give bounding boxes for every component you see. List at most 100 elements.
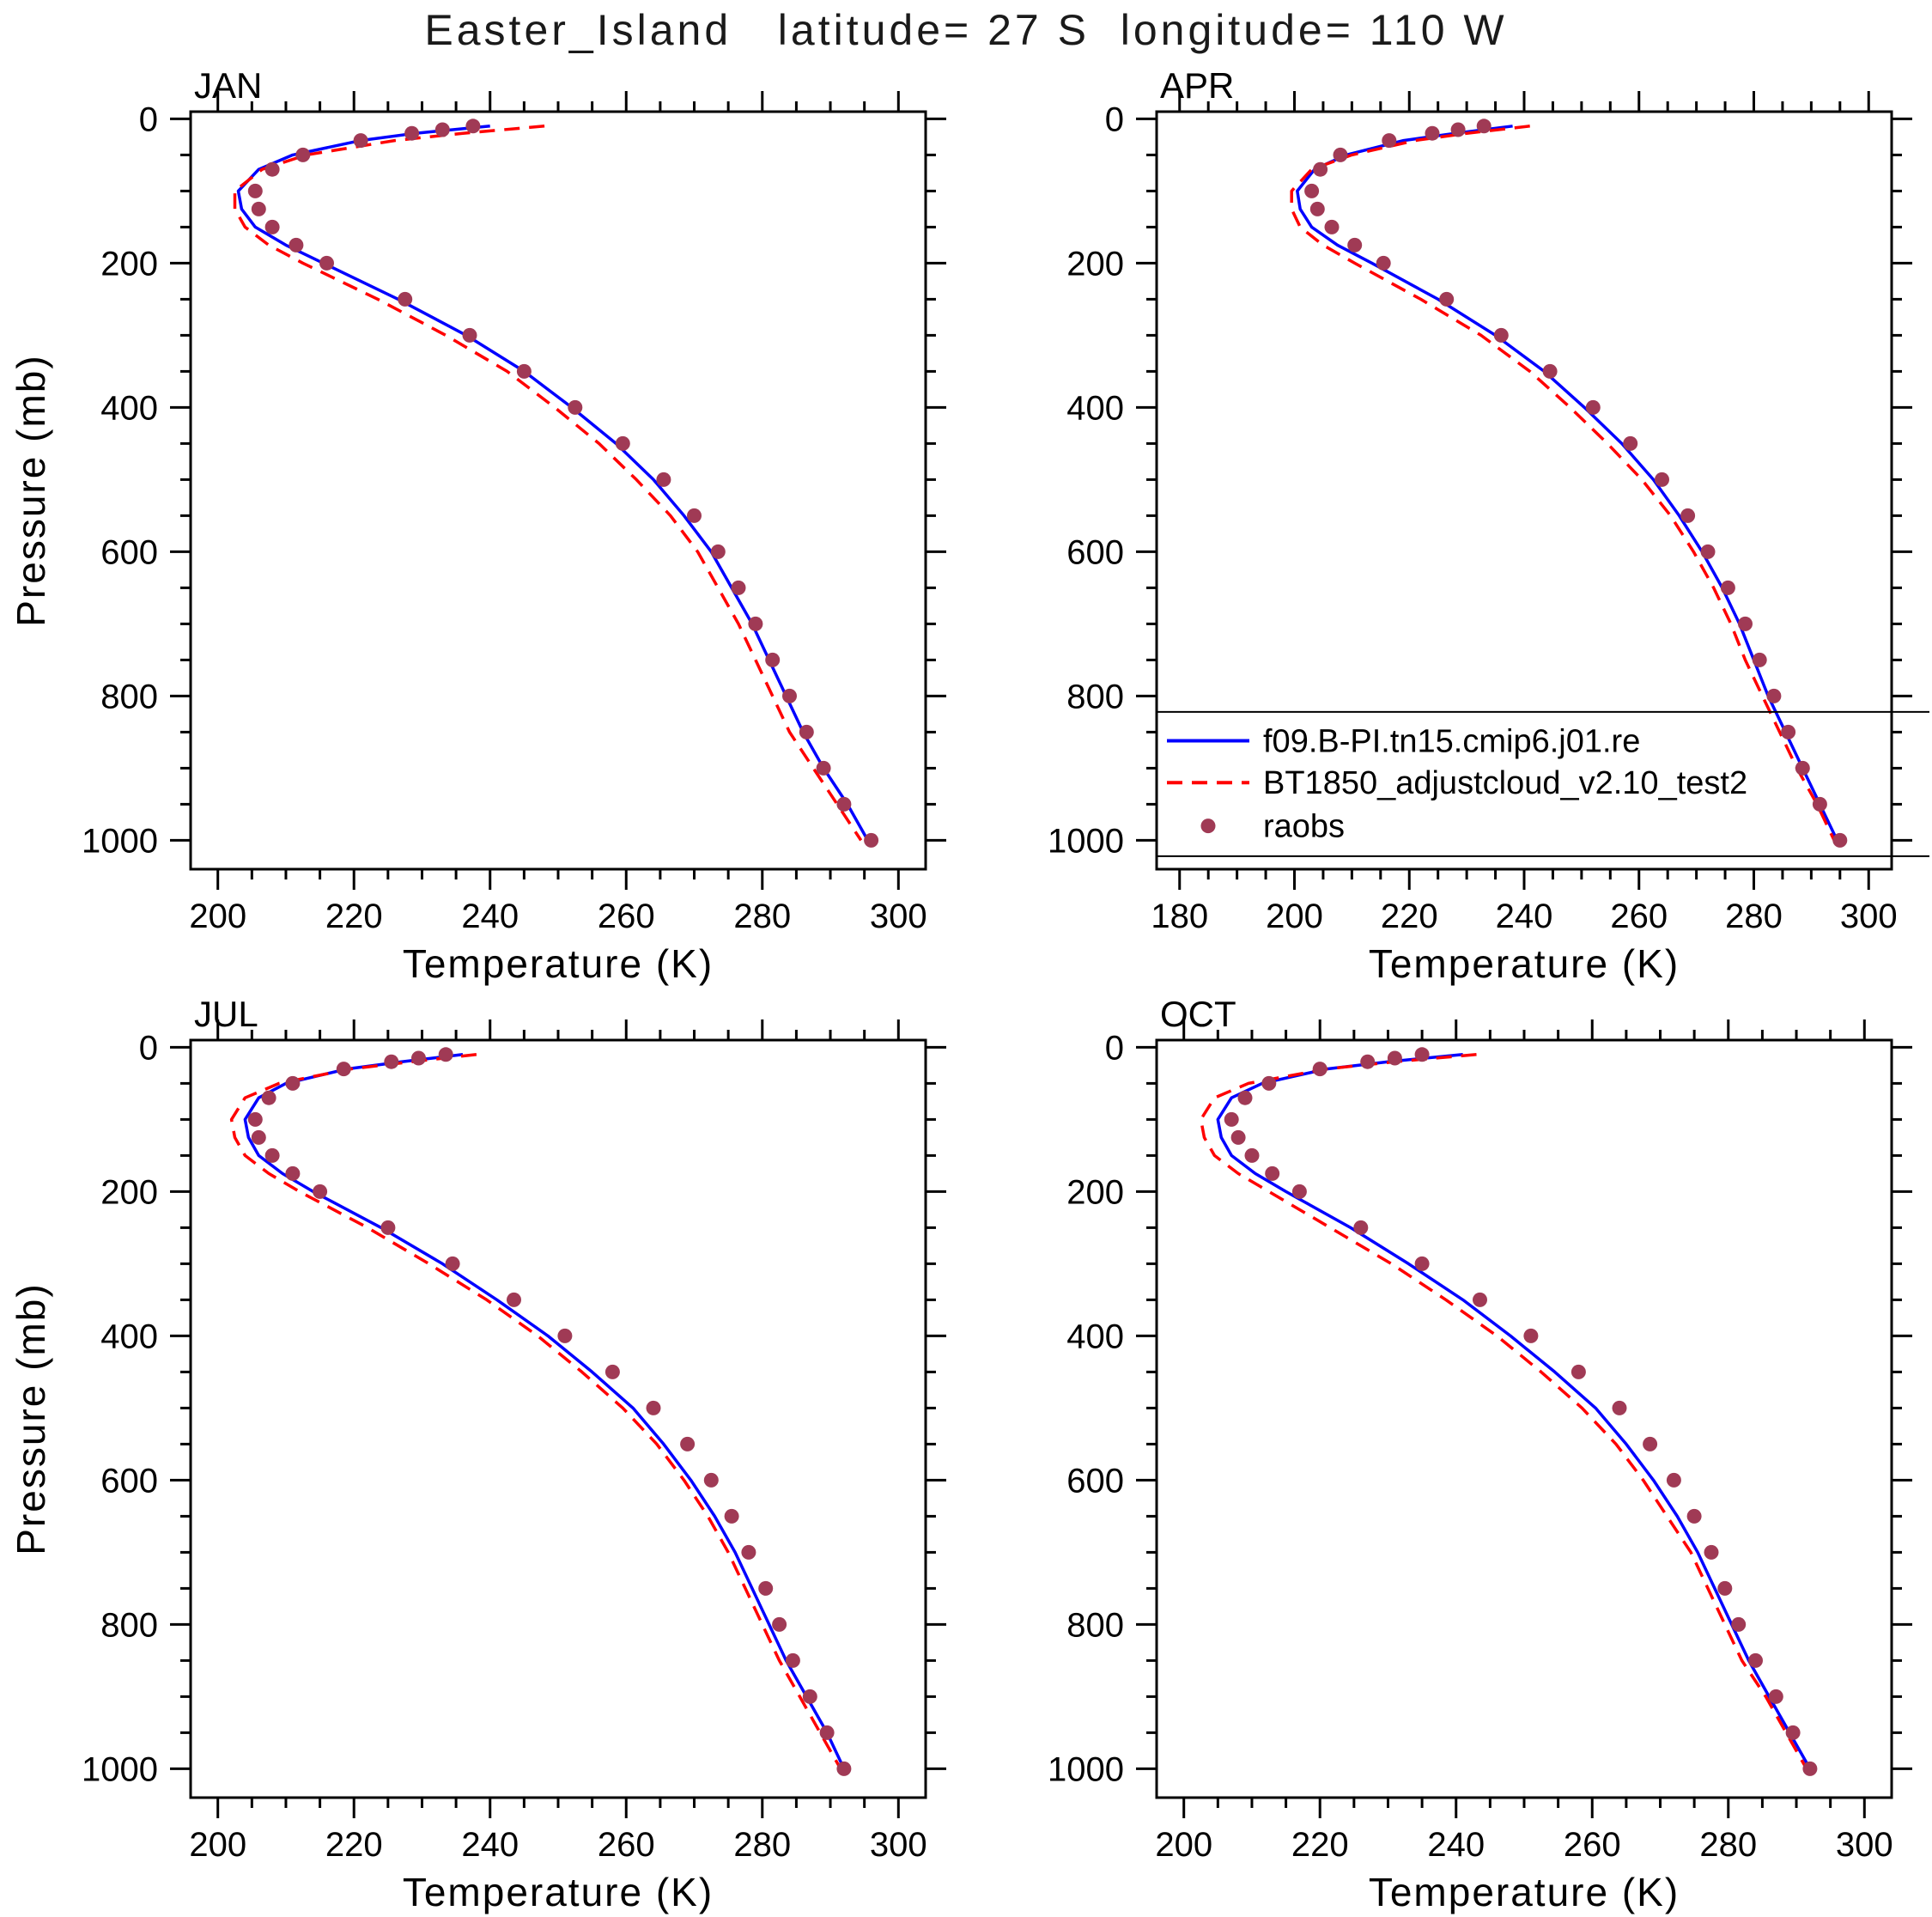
raobs-dot — [1360, 1054, 1376, 1069]
raobs-dot — [261, 1090, 276, 1105]
raobs-dot — [758, 1580, 774, 1596]
series-line-solid — [1216, 1053, 1812, 1770]
raobs-dot — [1785, 1725, 1801, 1740]
y-tick-label: 400 — [1066, 1318, 1124, 1355]
raobs-dot — [285, 1075, 301, 1091]
raobs-dot — [465, 119, 481, 134]
panel-oct: 200 220 240 260 280 300 0 200 400 600 800 1000 OCT Te… — [1048, 994, 1912, 1914]
y-tick-label: 800 — [1066, 1606, 1124, 1644]
panel-month-label: OCT — [1160, 994, 1236, 1034]
x-tick-label: 280 — [733, 898, 791, 935]
raobs-dot — [1766, 688, 1782, 703]
raobs-dot — [799, 724, 814, 739]
raobs-dot — [1353, 1220, 1369, 1235]
raobs-dot — [1224, 1111, 1239, 1127]
x-tick-label: 180 — [1151, 898, 1208, 935]
raobs-dot — [295, 147, 311, 162]
raobs-dot — [724, 1508, 739, 1524]
raobs-dot — [1523, 1328, 1539, 1343]
figure-title: Easter_Island latitude= 27 S longitude= … — [424, 6, 1508, 54]
raobs-dot — [687, 508, 702, 523]
x-axis-title: Temperature (K) — [403, 1870, 714, 1914]
raobs-dot — [836, 1761, 852, 1776]
quadrant-oct: 200 220 240 260 280 300 0 200 400 600 800 1000 OCT Te… — [966, 958, 1932, 1917]
raobs-dot — [1686, 1508, 1702, 1524]
raobs-dot — [1655, 472, 1669, 487]
raobs-dot — [411, 1050, 426, 1066]
raobs-dot — [605, 1364, 620, 1379]
raobs-dot — [772, 1616, 787, 1632]
x-tick-label: 280 — [1725, 898, 1783, 935]
raobs-dot — [1265, 1165, 1280, 1181]
raobs-dot — [1347, 237, 1363, 253]
raobs-dot — [680, 1436, 696, 1451]
raobs-dot — [1795, 760, 1810, 776]
raobs-dot — [1752, 652, 1767, 667]
x-tick-label: 200 — [1266, 898, 1323, 935]
raobs-dot — [516, 363, 532, 379]
raobs-dot — [1309, 201, 1325, 216]
raobs-dot — [1802, 1761, 1818, 1776]
y-tick-label: 200 — [1066, 1173, 1124, 1211]
raobs-dot — [646, 1400, 661, 1415]
raobs-dot — [247, 1111, 263, 1127]
raobs-dot — [1387, 1050, 1402, 1066]
raobs-dot — [1812, 796, 1827, 812]
raobs-dot — [1414, 1256, 1430, 1271]
y-tick-label: 400 — [1066, 389, 1124, 427]
raobs-dot — [557, 1328, 573, 1343]
x-tick-label: 260 — [598, 898, 655, 935]
raobs-dot — [1731, 1616, 1747, 1632]
raobs-dot — [836, 796, 852, 812]
panel-apr: 180 200 220 240 260 280 300 0 200 400 600 800 1000 AP… — [1048, 65, 1929, 986]
raobs-dot — [507, 1292, 521, 1307]
raobs-dot — [802, 1689, 817, 1704]
x-tick-label: 200 — [1155, 1826, 1212, 1864]
raobs-dot — [741, 1544, 756, 1560]
raobs-dot — [568, 399, 583, 415]
raobs-dot — [1768, 1689, 1783, 1704]
y-tick-label: 200 — [1066, 245, 1124, 283]
panel-month-label: APR — [1160, 65, 1234, 106]
raobs-dot — [264, 219, 280, 234]
ticks — [1136, 1019, 1912, 1818]
raobs-dot — [1704, 1544, 1719, 1560]
raobs-dot — [731, 580, 746, 595]
y-tick-label: 200 — [100, 1173, 158, 1211]
raobs-dot — [1230, 1129, 1246, 1145]
raobs-dot — [1680, 508, 1696, 523]
quadrant-jan: 200 220 240 260 280 300 0 200 400 600 800 1000 JAN Te… — [0, 0, 966, 986]
panel-month-label: JUL — [194, 994, 258, 1034]
raobs-dot — [434, 122, 450, 137]
raobs-dot — [1244, 1147, 1260, 1163]
raobs-dot — [264, 161, 280, 177]
raobs-dot — [1450, 122, 1466, 137]
panel-jan: 200 220 240 260 280 300 0 200 400 600 800 1000 JAN Te… — [9, 65, 946, 986]
raobs-dot — [1612, 1400, 1627, 1415]
x-tick-label: 240 — [1496, 898, 1553, 935]
raobs-dot — [748, 616, 763, 631]
plot-border — [189, 1038, 927, 1799]
raobs-dot — [1425, 125, 1440, 141]
raobs-dot — [289, 237, 304, 253]
raobs-dot — [313, 1184, 328, 1199]
x-tick-label: 300 — [1836, 1826, 1893, 1864]
legend-label: raobs — [1263, 809, 1345, 845]
series-line-solid — [1296, 125, 1839, 842]
series-line-dashed — [229, 1053, 842, 1770]
series-line-dashed — [1199, 1053, 1808, 1770]
raobs-dot — [816, 760, 831, 776]
y-tick-label: 1000 — [1048, 1750, 1124, 1788]
x-tick-label: 300 — [1840, 898, 1898, 935]
raobs-dot — [251, 1129, 266, 1145]
raobs-dot — [1623, 435, 1638, 451]
legend-label: BT1850_adjustcloud_v2.10_test2 — [1263, 765, 1747, 801]
series-line-solid — [243, 1053, 846, 1770]
raobs-dot — [819, 1725, 835, 1740]
y-tick-label: 200 — [100, 245, 158, 283]
raobs-dot — [656, 472, 671, 487]
raobs-dot — [765, 652, 781, 667]
raobs-dot — [445, 1256, 460, 1271]
raobs-dot — [1748, 1652, 1763, 1668]
